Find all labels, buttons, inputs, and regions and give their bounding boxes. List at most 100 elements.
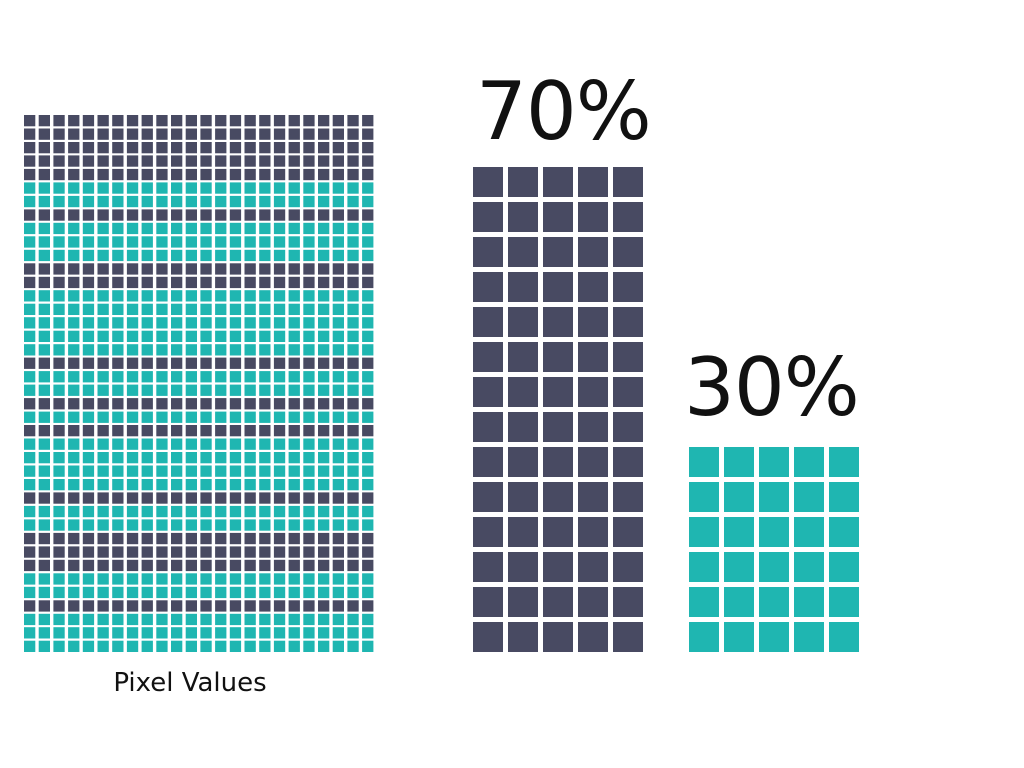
- pixel-cell: [171, 317, 183, 329]
- pixel-cell: [273, 532, 286, 545]
- pixel-cell: [303, 411, 315, 423]
- waffle-cell: [473, 167, 503, 197]
- pixel-cell: [141, 546, 153, 558]
- pixel-cell: [332, 222, 344, 235]
- pixel-cell: [141, 236, 153, 248]
- pixel-cell: [303, 115, 315, 127]
- pixel-cell: [171, 209, 183, 221]
- pixel-cell: [171, 155, 183, 167]
- pixel-cell: [244, 303, 256, 315]
- pixel-cell: [347, 465, 359, 477]
- pixel-cell: [141, 209, 153, 221]
- pixel-cell: [347, 344, 359, 356]
- pixel-cell: [303, 479, 315, 491]
- pixel-cell: [185, 398, 197, 410]
- pixel-cell: [215, 209, 227, 221]
- pixel-cell: [38, 452, 50, 464]
- pixel-cell: [156, 371, 168, 383]
- pixel-cell: [215, 546, 227, 558]
- pixel-cell: [362, 168, 374, 181]
- pixel-cell: [53, 155, 65, 167]
- pixel-cell: [126, 492, 139, 504]
- pixel-cell: [126, 384, 139, 396]
- pixel-cell: [273, 479, 286, 491]
- pixel-cell: [156, 222, 168, 235]
- pixel-cell: [82, 438, 95, 450]
- pixel-cell: [97, 222, 109, 235]
- pixel-cell: [362, 384, 374, 396]
- pixel-cell: [53, 465, 65, 477]
- waffle-cell: [829, 447, 859, 477]
- pixel-cell: [68, 155, 80, 167]
- pixel-cell: [318, 425, 330, 437]
- pixel-cell: [347, 195, 359, 208]
- pixel-cell: [171, 532, 183, 545]
- pixel-cell: [303, 384, 315, 396]
- pixel-cell: [38, 263, 50, 275]
- pixel-cell: [24, 573, 36, 585]
- pixel-cell: [24, 384, 36, 396]
- pixel-cell: [53, 505, 65, 518]
- pixel-cell: [38, 398, 50, 410]
- pixel-cell: [347, 505, 359, 518]
- pixel-cell: [200, 236, 212, 248]
- pixel-cell: [303, 452, 315, 464]
- pixel-cell: [38, 546, 50, 558]
- pixel-cell: [215, 479, 227, 491]
- pixel-cell: [68, 398, 80, 410]
- pixel-cell: [318, 384, 330, 396]
- pixel-cell: [112, 613, 124, 626]
- pixel-cell: [141, 425, 153, 437]
- pixel-cell: [141, 438, 153, 450]
- pixel-cell: [82, 425, 95, 437]
- pixel-cell: [347, 330, 359, 342]
- pixel-cell: [229, 317, 242, 329]
- pixel-cell: [229, 357, 242, 369]
- pixel-cell: [200, 290, 212, 302]
- pixel-cell: [53, 519, 65, 531]
- pixel-cell: [273, 398, 286, 410]
- pixel-cell: [97, 317, 109, 329]
- pixel-cell: [97, 182, 109, 194]
- pixel-cell: [273, 195, 286, 208]
- pixel-cell: [68, 115, 80, 127]
- pixel-cell: [68, 276, 80, 289]
- pixel-cell: [259, 330, 271, 342]
- pixel-cell: [347, 182, 359, 194]
- pixel-cell: [229, 128, 242, 140]
- pixel-cell: [24, 452, 36, 464]
- pixel-cell: [185, 236, 197, 248]
- pixel-cell: [82, 115, 95, 127]
- pixel-cell: [303, 371, 315, 383]
- pixel-cell: [68, 195, 80, 208]
- pixel-cell: [171, 438, 183, 450]
- pixel-cell: [259, 640, 271, 652]
- pixel-cell: [259, 519, 271, 531]
- pixel-cell: [332, 236, 344, 248]
- pixel-cell: [362, 479, 374, 491]
- pixel-cell: [244, 573, 256, 585]
- pixel-cell: [171, 465, 183, 477]
- pixel-cell: [229, 627, 242, 639]
- pixel-cell: [362, 546, 374, 558]
- pixel-cell: [318, 142, 330, 154]
- pixel-cell: [24, 600, 36, 612]
- pixel-cell: [141, 640, 153, 652]
- pixel-cell: [273, 505, 286, 518]
- pixel-cell: [53, 492, 65, 504]
- pixel-cell: [53, 344, 65, 356]
- pixel-cell: [185, 317, 197, 329]
- pixel-cell: [53, 640, 65, 652]
- pixel-cell: [156, 155, 168, 167]
- pixel-cell: [126, 425, 139, 437]
- pixel-cell: [332, 479, 344, 491]
- pixel-cell: [82, 411, 95, 423]
- pixel-cell: [288, 357, 300, 369]
- pixel-cell: [112, 330, 124, 342]
- pixel-cell: [288, 425, 300, 437]
- pixel-cell: [82, 222, 95, 235]
- pixel-cell: [156, 128, 168, 140]
- pixel-cell: [200, 492, 212, 504]
- pixel-cell: [362, 532, 374, 545]
- pixel-cell: [126, 627, 139, 639]
